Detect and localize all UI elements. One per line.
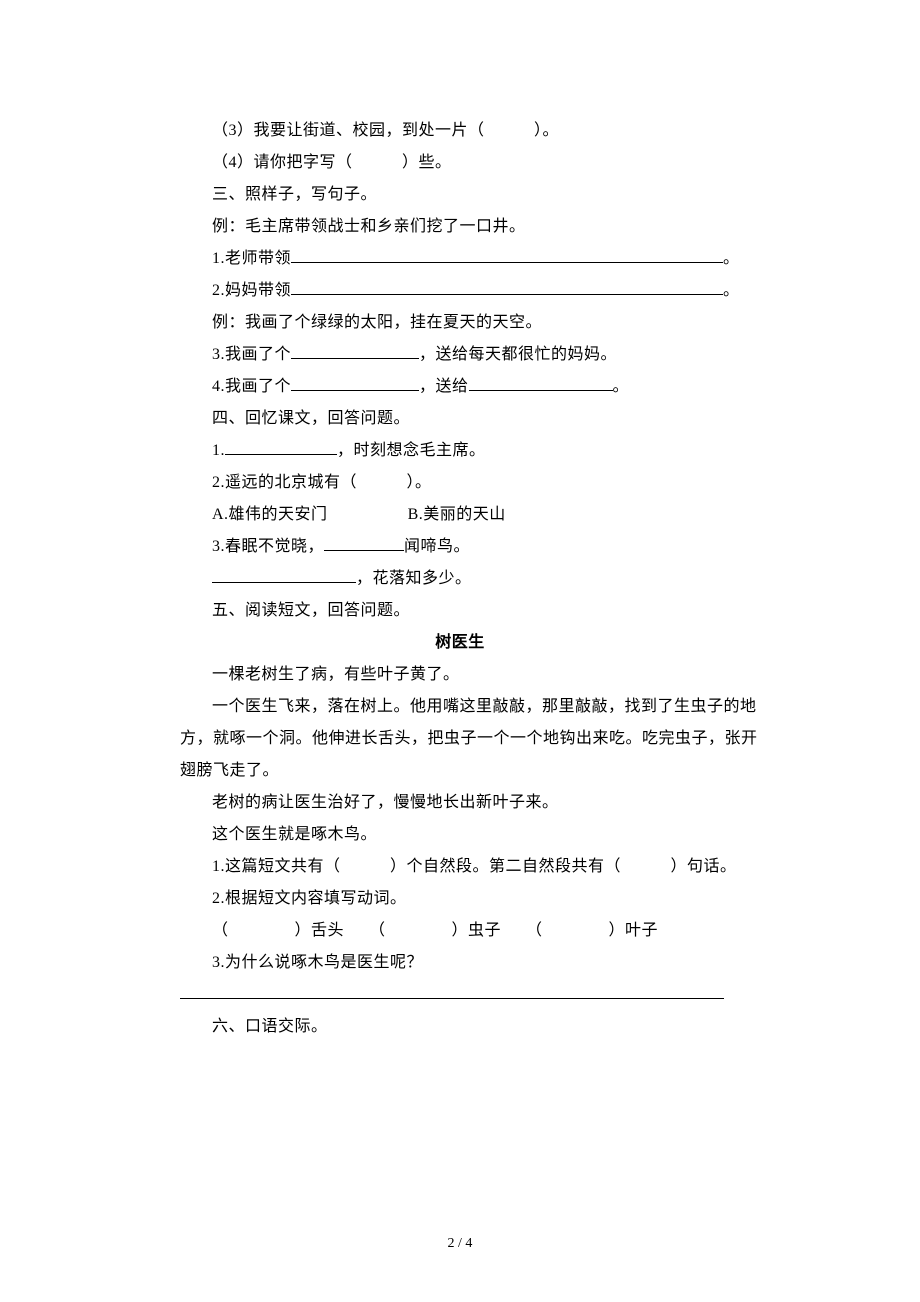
blank-line xyxy=(291,246,723,263)
sec5-q3-blank xyxy=(180,979,740,1011)
sec3-q2-prefix: 2.妈妈带领 xyxy=(212,282,291,299)
page-footer: 2 / 4 xyxy=(0,1236,920,1252)
sec5-q2: 2.根据短文内容填写动词。 xyxy=(180,883,740,915)
sec3-q3: 3.我画了个 ，送给每天都很忙的妈妈。 xyxy=(180,339,740,371)
sec5-q1: 1.这篇短文共有（ ）个自然段。第二自然段共有（ ）句话。 xyxy=(180,851,740,883)
sec4-q1-prefix: 1. xyxy=(212,442,225,459)
passage-p4: 这个医生就是啄木鸟。 xyxy=(180,819,740,851)
sec3-q1-end: 。 xyxy=(723,250,740,267)
sec3-example1: 例：毛主席带领战士和乡亲们挖了一口井。 xyxy=(180,211,740,243)
sec5-q3: 3.为什么说啄木鸟是医生呢？ xyxy=(180,947,740,979)
passage-title: 树医生 xyxy=(180,627,740,659)
sec3-q2: 2.妈妈带领 。 xyxy=(180,275,740,307)
sec3-q3-suffix: ，送给每天都很忙的妈妈。 xyxy=(419,346,617,363)
passage-p2b: 方，就啄一个洞。他伸进长舌头，把虫子一个一个地钩出来吃。吃完虫子，张开 xyxy=(180,723,740,755)
sec4-title: 四、回忆课文，回答问题。 xyxy=(180,403,740,435)
sec3-q2-end: 。 xyxy=(723,282,740,299)
sec3-q3-prefix: 3.我画了个 xyxy=(212,346,291,363)
sec4-q3: 3.春眠不觉晓， 闻啼鸟。 xyxy=(180,531,740,563)
sec4-opt-b: B.美丽的天山 xyxy=(408,506,506,523)
sec3-q4: 4.我画了个 ，送给 。 xyxy=(180,371,740,403)
sec4-q1-suffix: ，时刻想念毛主席。 xyxy=(337,442,486,459)
sec3-title: 三、照样子，写句子。 xyxy=(180,179,740,211)
sec3-q1-prefix: 1.老师带领 xyxy=(212,250,291,267)
sec3-example2: 例：我画了个绿绿的太阳，挂在夏天的天空。 xyxy=(180,307,740,339)
q-cont-4: （4）请你把字写（ ）些。 xyxy=(180,147,740,179)
blank-line xyxy=(324,534,404,551)
q-cont-3: （3）我要让街道、校园，到处一片（ ）。 xyxy=(180,115,740,147)
blank-line xyxy=(469,374,613,391)
sec5-title: 五、阅读短文，回答问题。 xyxy=(180,595,740,627)
blank-line xyxy=(291,374,419,391)
passage-p1: 一棵老树生了病，有些叶子黄了。 xyxy=(180,659,740,691)
blank-line xyxy=(212,566,356,583)
sec4-opt-a: A.雄伟的天安门 xyxy=(212,506,328,523)
sec5-q2-fill: （ ）舌头 （ ）虫子 （ ）叶子 xyxy=(180,915,740,947)
passage-p2a: 一个医生飞来，落在树上。他用嘴这里敲敲，那里敲敲，找到了生虫子的地 xyxy=(180,691,740,723)
blank-line xyxy=(225,438,337,455)
sec3-q4-mid: ，送给 xyxy=(419,378,469,395)
blank-line xyxy=(291,342,419,359)
sec4-q3b: ，花落知多少。 xyxy=(180,563,740,595)
sec3-q4-prefix: 4.我画了个 xyxy=(212,378,291,395)
sec4-q1: 1. ，时刻想念毛主席。 xyxy=(180,435,740,467)
sec6-title: 六、口语交际。 xyxy=(180,1011,740,1043)
sec4-q3-suffix: 闻啼鸟。 xyxy=(404,538,470,555)
passage-p3: 老树的病让医生治好了，慢慢地长出新叶子来。 xyxy=(180,787,740,819)
sec3-q1: 1.老师带领 。 xyxy=(180,243,740,275)
sec4-options: A.雄伟的天安门 B.美丽的天山 xyxy=(180,499,740,531)
sec4-q3-prefix: 3.春眠不觉晓， xyxy=(212,538,324,555)
sec4-q3b-suffix: ，花落知多少。 xyxy=(356,570,472,587)
sec4-q2: 2.遥远的北京城有（ ）。 xyxy=(180,467,740,499)
passage-p2c: 翅膀飞走了。 xyxy=(180,755,740,787)
blank-line xyxy=(180,982,724,999)
sec3-q4-end: 。 xyxy=(613,378,630,395)
blank-line xyxy=(291,278,723,295)
